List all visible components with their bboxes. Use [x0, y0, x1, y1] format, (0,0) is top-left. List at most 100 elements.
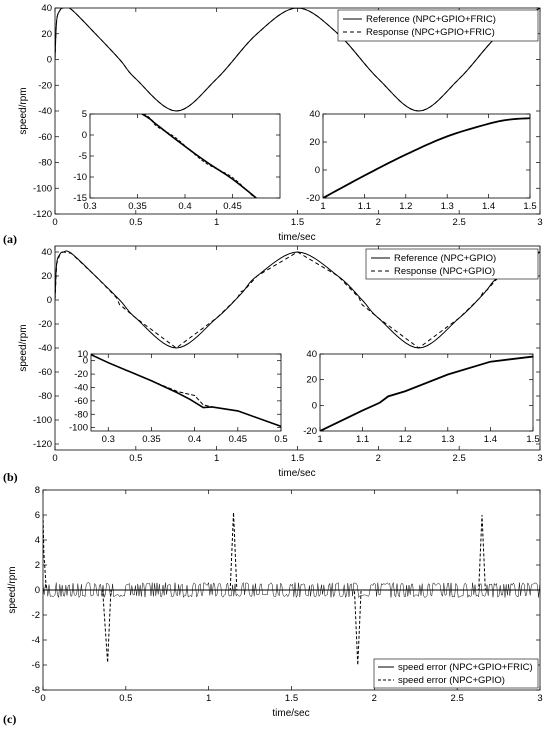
- y-tick-label: -80: [38, 158, 52, 169]
- inset-ticks: 0.3 0.35 0.4 0.45 0.5 100 -20 -40 -60 -80 -100: [69, 349, 288, 445]
- y-tick-label: -100: [33, 183, 52, 194]
- inset-frame: [322, 113, 531, 199]
- y-tick-label: -8: [32, 685, 40, 696]
- inset-b1: 0.3 0.35 0.4 0.45 0.5 100 -20 -40 -60 -80 -100: [69, 349, 288, 445]
- y-tick-label: -100: [69, 423, 88, 434]
- y-tick-label: 0: [47, 295, 52, 306]
- series-line: [43, 512, 540, 666]
- y-tick-label: 10: [77, 349, 88, 360]
- inset-line: [91, 354, 281, 427]
- panel-b: 0 0.5 1 1.5 2 2.5 3 40 20 0 -20 -40 -60 -80 -100 -120 R…: [3, 245, 543, 484]
- panel-label: (c): [3, 712, 16, 726]
- x-tick-label: 1.1: [358, 201, 371, 212]
- y-tick-label: -10: [73, 172, 87, 183]
- y-tick-label: -20: [306, 193, 320, 204]
- x-tick-label: 1: [320, 201, 325, 212]
- x-tick-label: 0: [52, 217, 57, 228]
- y-tick-label: 40: [306, 349, 317, 360]
- y-tick-label: 0: [35, 585, 40, 596]
- legend-entry: Response (NPC+GPIO+FRIC): [366, 27, 495, 38]
- inset-frame: [89, 113, 281, 199]
- y-tick-label: 20: [41, 271, 52, 282]
- x-tick-label: 0.35: [128, 201, 147, 212]
- inset-b2: 1 1.1 1.2 1.3 1.4 1.5 40 20 0 -20: [303, 349, 539, 445]
- legend-entry: speed error (NPC+GPIO+FRIC): [398, 662, 533, 673]
- inset-a2: 1 1.1 1.2 1.3 1.4 1.5 40 20 0 -20: [306, 109, 536, 212]
- x-tick-label: 2: [372, 693, 377, 704]
- x-tick-label: 2.5: [453, 217, 466, 228]
- y-tick-label: 8: [35, 485, 40, 496]
- series-line: [43, 581, 540, 599]
- y-tick-label: 40: [309, 109, 320, 120]
- y-tick-label: -80: [74, 409, 88, 420]
- y-tick-label: 0: [47, 55, 52, 66]
- y-tick-label: 20: [309, 137, 320, 148]
- y-tick-label: -5: [79, 151, 87, 162]
- y-tick-label: 40: [41, 247, 52, 258]
- x-tick-label: 3: [537, 217, 542, 228]
- x-tick-label: 0.4: [188, 434, 201, 445]
- x-tick-label: 1.5: [285, 693, 298, 704]
- y-tick-label: -40: [38, 343, 52, 354]
- series-line: [55, 251, 540, 349]
- y-tick-label: 4: [35, 535, 40, 546]
- y-tick-label: 0: [312, 400, 317, 411]
- inset-ticks: 1 1.1 1.2 1.3 1.4 1.5 40 20 0 -20: [306, 109, 536, 212]
- x-tick-label: 1.2: [399, 201, 412, 212]
- x-tick-label: 1.3: [441, 201, 454, 212]
- inset-frame: [319, 353, 534, 432]
- inset-a1: 0.3 0.35 0.4 0.45 5 0 -5 -10 -15: [73, 109, 281, 212]
- x-tick-label: 1: [214, 217, 219, 228]
- y-tick-label: -120: [33, 209, 52, 220]
- x-tick-label: 2: [376, 453, 381, 464]
- x-tick-label: 0.5: [119, 693, 132, 704]
- x-axis-label: time/sec: [278, 232, 315, 243]
- x-tick-label: 1: [206, 693, 211, 704]
- legend-box: [373, 658, 539, 689]
- legend-box: [365, 248, 539, 280]
- legend: Reference (NPC+GPIO+FRIC) Response (NPC+…: [337, 9, 539, 42]
- y-tick-label: 20: [41, 29, 52, 40]
- y-axis-label: speed/rpm: [18, 87, 29, 134]
- y-tick-label: 2: [35, 560, 40, 571]
- y-tick-label: -80: [38, 391, 52, 402]
- x-tick-label: 2.5: [453, 453, 466, 464]
- y-tick-label: -20: [74, 369, 88, 380]
- legend-box: [337, 9, 539, 42]
- legend: speed error (NPC+GPIO+FRIC) speed error …: [373, 658, 539, 689]
- legend: Reference (NPC+GPIO) Response (NPC+GPIO): [365, 248, 539, 280]
- x-tick-label: 1.4: [482, 201, 495, 212]
- x-tick-label: 0.45: [223, 201, 242, 212]
- y-tick-label: 0: [82, 130, 87, 141]
- inset-line: [320, 355, 533, 431]
- y-tick-label: -60: [38, 367, 52, 378]
- y-tick-label: -60: [38, 132, 52, 143]
- panel-c: 0 0.5 1 1.5 2 2.5 3 8 6 4 2 0 -2 -4 -6 -8 speed error (…: [3, 485, 543, 726]
- inset-frame: [90, 353, 282, 432]
- inset-line: [140, 114, 257, 198]
- x-tick-label: 3: [537, 693, 542, 704]
- x-tick-label: 1.5: [523, 201, 536, 212]
- panel-c-ticks: 0 0.5 1 1.5 2 2.5 3 8 6 4 2 0 -2 -4 -6 -8: [32, 485, 543, 704]
- legend-entry: Reference (NPC+GPIO+FRIC): [366, 14, 496, 25]
- inset-line: [144, 114, 256, 198]
- x-tick-label: 0.3: [83, 201, 96, 212]
- y-tick-label: -20: [38, 80, 52, 91]
- y-tick-label: -120: [33, 439, 52, 450]
- y-tick-label: 0: [83, 356, 88, 367]
- x-tick-label: 1.5: [291, 453, 304, 464]
- y-axis-label: speed/rpm: [18, 324, 29, 371]
- y-tick-label: -20: [38, 319, 52, 330]
- x-tick-label: 0.3: [102, 434, 115, 445]
- x-tick-label: 1.2: [399, 434, 412, 445]
- inset-ticks: 0.3 0.35 0.4 0.45 5 0 -5 -10 -15: [73, 109, 280, 212]
- x-tick-label: 0: [40, 693, 45, 704]
- y-tick-label: 20: [306, 375, 317, 386]
- y-tick-label: -6: [32, 660, 40, 671]
- x-axis-label: time/sec: [272, 708, 309, 719]
- y-tick-label: 5: [82, 109, 87, 120]
- y-axis-label: speed/rpm: [7, 566, 18, 613]
- legend-entry: Response (NPC+GPIO): [394, 266, 495, 277]
